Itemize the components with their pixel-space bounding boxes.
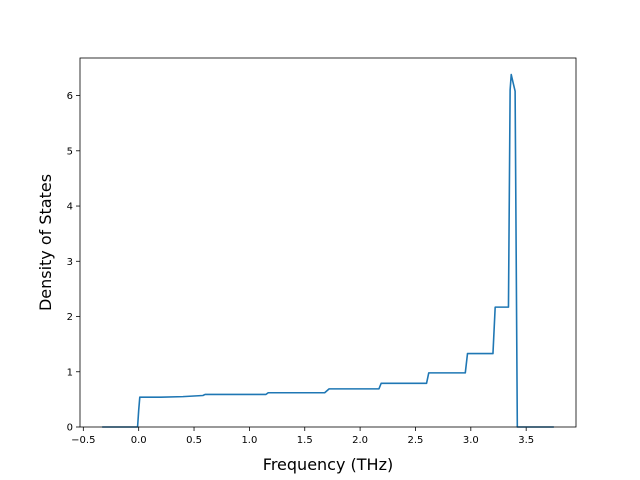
x-tick-label: 1.5 — [297, 435, 313, 446]
x-tick-label: 2.0 — [352, 435, 368, 446]
x-tick-label: 3.0 — [463, 435, 479, 446]
y-tick-label: 2 — [67, 312, 73, 323]
plot-frame — [79, 57, 577, 428]
y-tick-label: 3 — [67, 257, 73, 268]
y-tick-label: 6 — [67, 91, 73, 102]
x-tick-label: 2.5 — [408, 435, 424, 446]
x-axis-label: Frequency (THz) — [263, 455, 393, 474]
y-tick-label: 5 — [67, 146, 73, 157]
tick-layer: −0.5 0.0 0.5 1.0 1.5 2.0 2.5 3.0 3.5 0 1 2 3 4 5 6 — [67, 91, 535, 446]
x-tick-label: −0.5 — [71, 435, 95, 446]
y-axis-label: Density of States — [36, 174, 55, 311]
x-tick-label: 1.0 — [241, 435, 257, 446]
y-tick-label: 1 — [67, 367, 73, 378]
plot-area — [80, 58, 576, 427]
y-tick-label: 0 — [67, 423, 73, 434]
x-tick-label: 3.5 — [518, 435, 534, 446]
x-tick-label: 0.5 — [186, 435, 202, 446]
x-tick-label: 0.0 — [131, 435, 147, 446]
series-layer — [102, 73, 554, 428]
dos-series-line — [102, 73, 554, 428]
y-tick-label: 4 — [67, 202, 73, 213]
